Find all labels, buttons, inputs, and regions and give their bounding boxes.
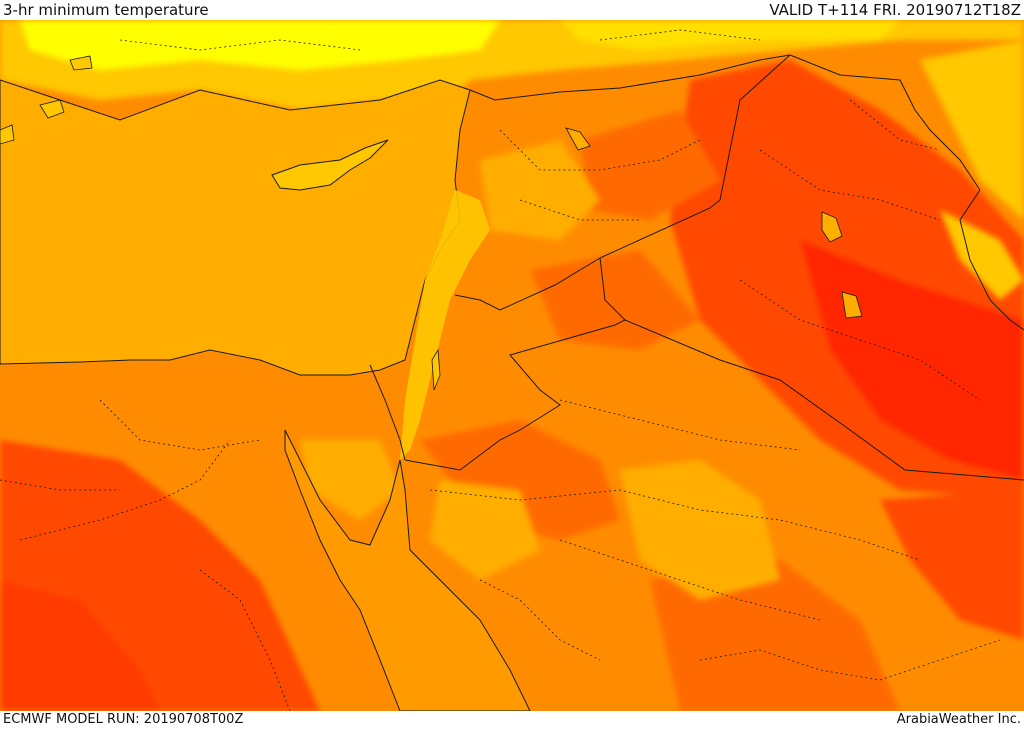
admin-borders [0,29,1001,711]
model-run-label: ECMWF MODEL RUN: 20190708T00Z [3,712,244,727]
aegean-islands [0,55,93,145]
mediterranean-sea [0,79,471,376]
dead-sea [431,348,441,391]
red-sea [284,429,531,711]
map-header: 3-hr minimum temperature VALID T+114 FRI… [0,0,1024,20]
lake-assad [565,127,591,151]
country-borders [369,54,1024,481]
levant-coast-strip [400,190,490,460]
cyprus-island [271,139,389,191]
map-footer: ECMWF MODEL RUN: 20190708T00Z ArabiaWeat… [0,711,1024,729]
credit-label: ArabiaWeather Inc. [896,712,1021,727]
border-syria-jordan [454,257,601,311]
map-title: 3-hr minimum temperature [3,1,209,19]
lake-tharthar [821,211,843,243]
border-iraq-iran [959,189,1024,331]
border-iraq-turkey [789,54,981,191]
border-iraq-saudi [624,319,1024,481]
cool-zones [300,40,1024,600]
border-syria-turkey [469,54,791,101]
border-jordan-saudi [404,257,626,471]
border-egypt-israel [369,364,406,461]
lake-habbaniyah [841,291,863,319]
valid-time: VALID T+114 FRI. 20190712T18Z [769,1,1021,19]
temperature-map[interactable] [0,20,1024,711]
border-syria-iraq [599,54,791,259]
turkey-cool-band [0,20,1024,110]
